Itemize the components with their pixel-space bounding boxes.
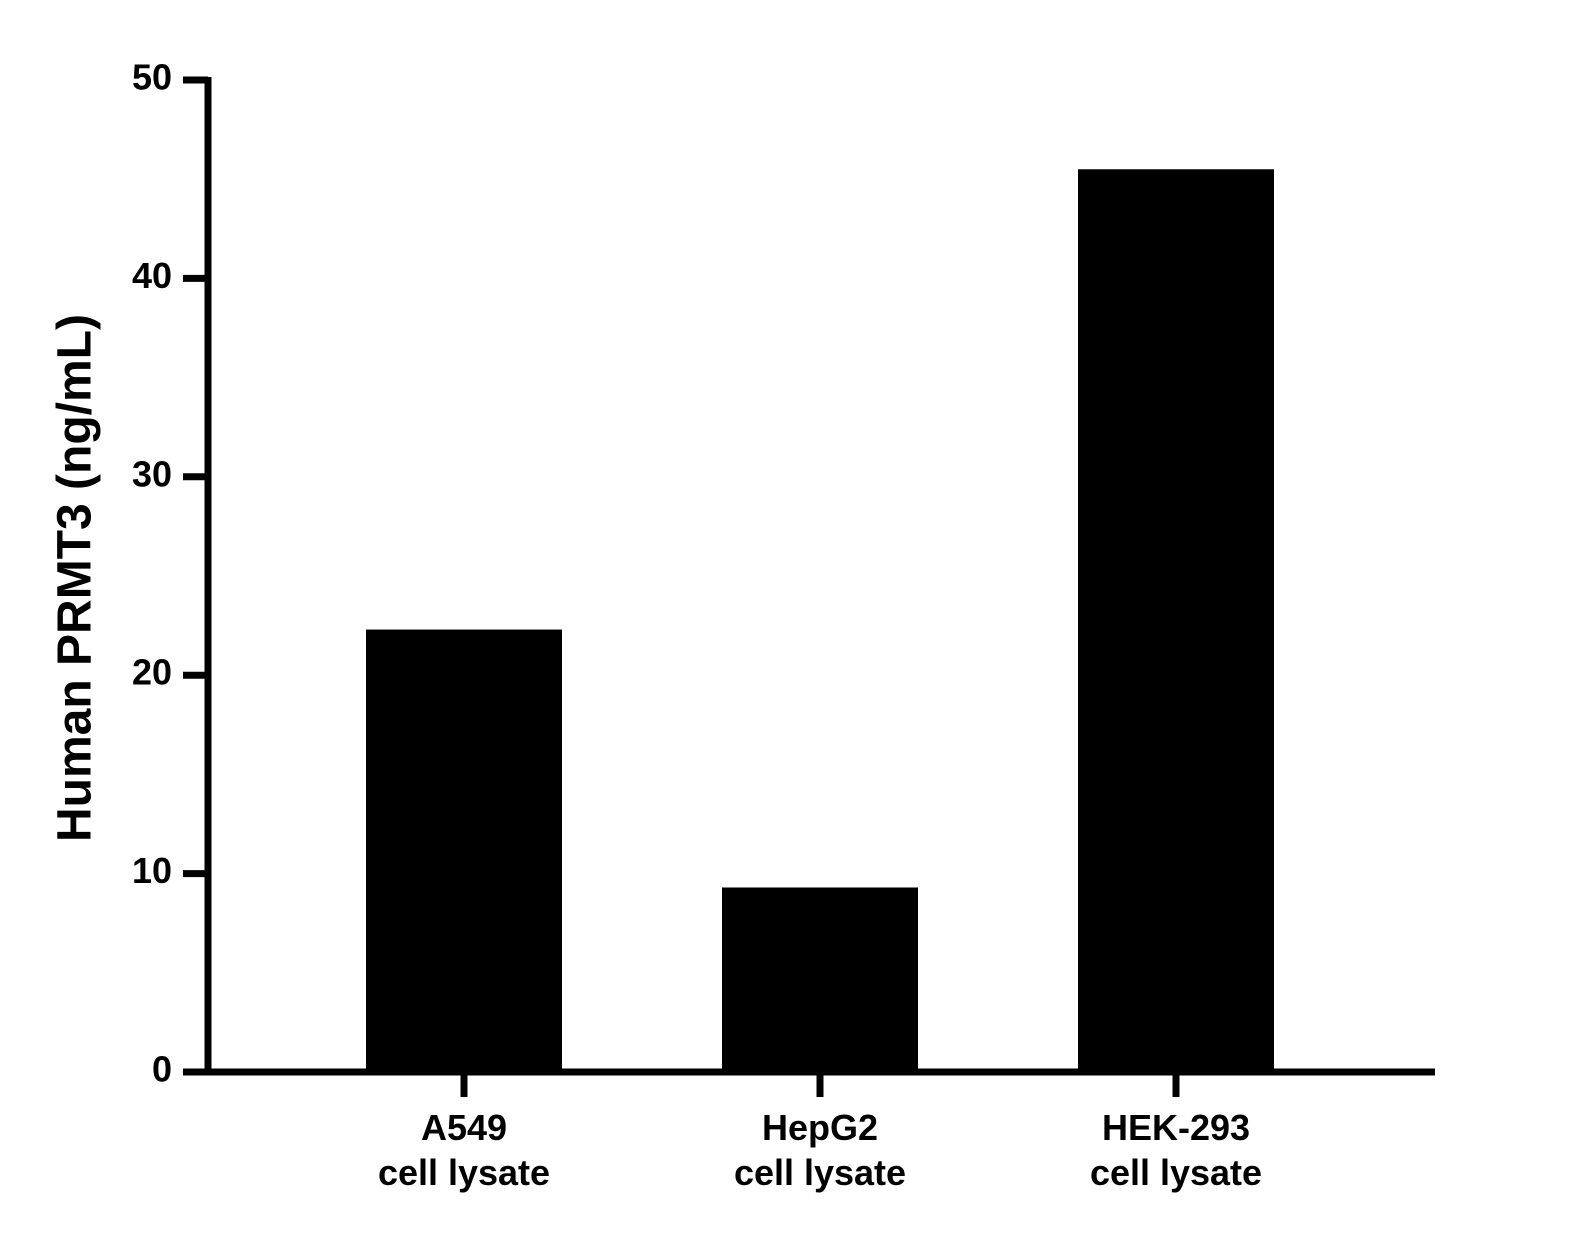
x-tick-label: HEK-293 cell lysate — [1089, 1107, 1263, 1193]
y-tick-label: 40 — [132, 255, 172, 296]
x-tick-label: HepG2 cell lysate — [733, 1107, 907, 1193]
x-tick-label: A549 cell lysate — [377, 1107, 551, 1193]
y-tick-label: 0 — [152, 1049, 172, 1090]
y-tick-label: 30 — [132, 453, 172, 494]
y-tick-label: 20 — [132, 652, 172, 693]
y-tick-label: 10 — [132, 850, 172, 891]
bar — [366, 629, 562, 1072]
y-tick-label: 50 — [132, 57, 172, 98]
y-axis-label: Human PRMT3 (ng/mL) — [49, 314, 102, 842]
bar — [1078, 169, 1274, 1072]
bar — [722, 887, 918, 1072]
